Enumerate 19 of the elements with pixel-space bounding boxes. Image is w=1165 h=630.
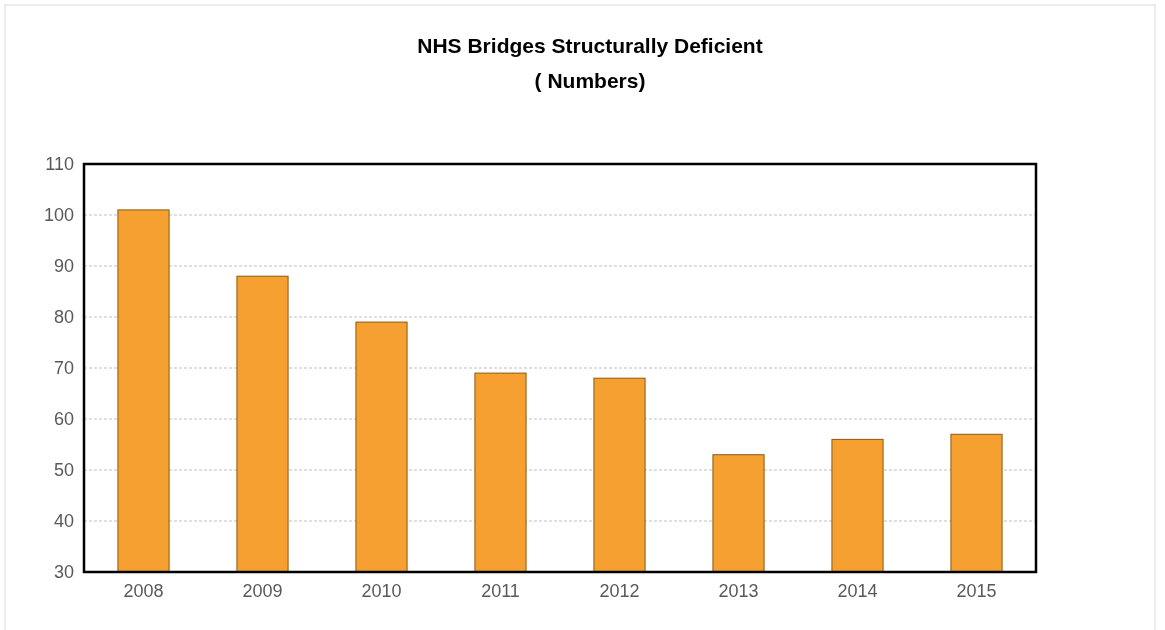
y-tick-label: 50: [53, 460, 74, 481]
y-tick-label: 70: [53, 358, 74, 379]
x-tick-label: 2014: [837, 580, 878, 601]
x-tick-label: 2009: [242, 580, 283, 601]
y-tick-label: 100: [43, 205, 74, 226]
y-tick-label: 90: [53, 256, 74, 277]
y-tick-label: 80: [53, 307, 74, 328]
x-tick-label: 2010: [361, 580, 402, 601]
y-tick-label: 60: [53, 409, 74, 430]
chart-subtitle: ( Numbers): [534, 69, 646, 92]
chart-title: NHS Bridges Structurally Deficient: [417, 34, 763, 57]
x-tick-label: 2012: [599, 580, 640, 601]
x-tick-label: 2013: [718, 580, 759, 601]
x-tick-label: 2011: [481, 580, 520, 601]
y-tick-label: 40: [53, 511, 74, 532]
y-tick-label: 30: [53, 562, 74, 583]
x-tick-label: 2008: [123, 580, 164, 601]
y-tick-label: 110: [45, 154, 74, 175]
x-tick-label: 2015: [956, 580, 997, 601]
